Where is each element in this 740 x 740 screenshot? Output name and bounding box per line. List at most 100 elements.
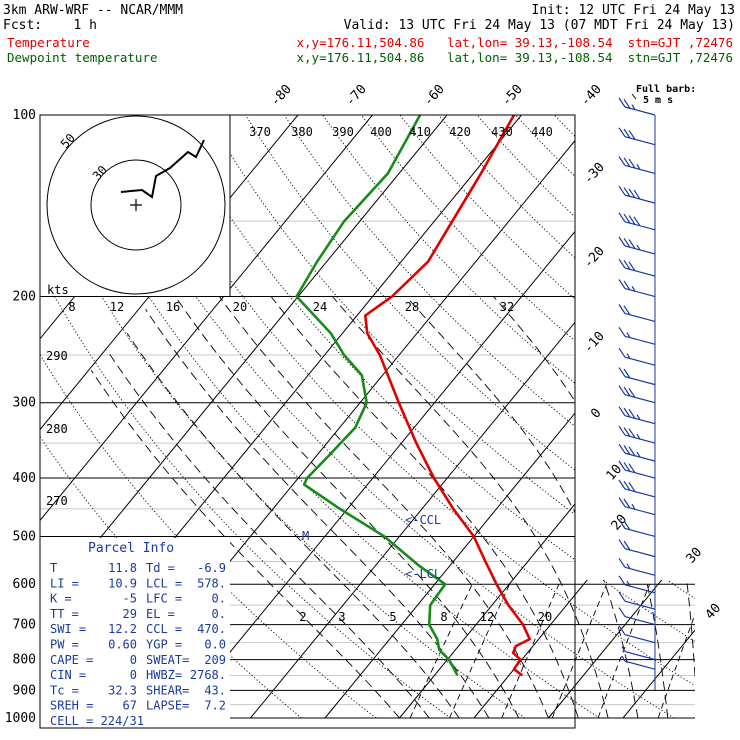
pressure-tick-label: 600 [13,577,36,592]
wind-barb [618,460,656,479]
wind-barb [618,575,656,594]
wind-barb [618,97,656,116]
parcel-row-label: SWI = [50,622,86,636]
mixing-ratio-label: 5 [389,610,396,624]
parcel-row-label: Tc = [50,683,79,697]
ccl-label: <-CCL [405,513,441,527]
parcel-row-value: 32.3 [108,683,137,697]
dry-adiabat [52,115,600,719]
hodograph-origin-icon [130,199,142,211]
mixing-ratio-line [597,584,651,719]
left-theta-label: 290 [46,349,68,363]
speed-tick-label: 16 [166,300,180,314]
mixing-ratio-line [449,584,511,719]
forecast-hour: Fcst: 1 h [3,18,97,33]
parcel-row-value: 29 [123,607,137,621]
wind-barb [618,127,656,146]
barb-legend-title: Full barb: [636,84,696,95]
wind-barb [618,385,656,404]
wind-barb [618,443,656,462]
parcel-row-label: HWBZ= [146,668,182,682]
hodograph-ring [46,115,226,295]
barb-legend-value: 5 m s [643,95,673,106]
parcel-row-label: CAPE = [50,653,93,667]
profiles [295,115,531,677]
parcel-row-label: LI = [50,576,79,590]
mixing-ratio-label: 8 [440,610,447,624]
wind-barb [618,539,656,558]
parcel-row-value: 11.8 [108,561,137,575]
isotherm [324,115,695,719]
wind-barbs [618,97,656,690]
parcel-row-label: YGP = [146,638,182,652]
hodograph-ring [90,159,182,251]
wind-barb [618,367,656,386]
mixing-ratio-label: 3 [338,610,345,624]
moist-adiabat [270,296,579,719]
pressure-tick-label: 500 [13,529,36,544]
theta-label: 430 [491,125,513,139]
wind-barb [618,185,656,204]
wind-barb [621,646,656,661]
parcel-row-value: 0. [212,607,226,621]
wind-barb [618,519,656,538]
wind-barb [618,304,656,323]
parcel-row-value: 209 [204,653,226,667]
moist-adiabat [218,296,549,719]
parcel-row-label: K = [50,592,72,606]
temp-legend-info: x,y=176.11,504.86 lat,lon= 39.13,-108.54… [297,35,734,50]
mixing-ratio-label: 12 [480,610,494,624]
isotherm [548,115,695,719]
speed-tick-label: 28 [405,300,419,314]
moist-adiabat [106,349,430,719]
theta-label: 420 [449,125,471,139]
parcel-row-value: 43. [204,683,226,697]
theta-label: 410 [409,125,431,139]
wind-barb [618,279,656,298]
moist-adiabat [90,369,400,719]
parcel-row-value: 0 [130,668,137,682]
parcel-row-value: 12.2 [108,622,137,636]
parcel-row-label: CIN = [50,668,86,682]
wind-barb [621,655,656,670]
moist-adiabat [174,296,520,719]
parcel-row-value: 2768. [190,668,226,682]
speed-tick-label: 24 [313,300,327,314]
dry-adiabat [167,115,695,719]
wind-barb [618,425,656,444]
init-time: Init: 12 UTC Fri 24 May 13 [532,3,736,18]
parcel-row-label: SHEAR= [146,683,189,697]
lcl-label: <-LCL [405,567,441,581]
theta-label: 390 [332,125,354,139]
mixing-ratio-line [551,584,608,719]
moist-adiabat [126,332,460,719]
mixing-ratio-line [657,584,695,719]
parcel-row-value: 67 [123,699,137,713]
parcel-row-label: LAPSE= [146,699,189,713]
speed-tick-label: 32 [500,300,514,314]
parcel-row-value: 0.0 [204,638,226,652]
wind-barb [618,212,656,231]
parcel-row-value: 10.9 [108,576,137,590]
parcel-row-value: 0 [130,653,137,667]
wind-barb [618,625,656,644]
parcel-row-value: 0. [212,592,226,606]
mixing-ratio-label: 20 [538,610,552,624]
pressure-tick-label: 400 [13,471,36,486]
speed-unit-label: kts [47,283,69,297]
wind-barb [618,156,656,175]
wind-barb [618,479,656,498]
speed-tick-label: 12 [110,300,124,314]
mixing-ratio-label: 2 [299,610,306,624]
wind-barb [618,326,656,345]
isotherm [40,115,373,719]
wind-barb [618,557,656,576]
level-marker: M [302,529,309,543]
wind-barb [618,347,656,366]
left-theta-label: 280 [46,422,68,436]
pressure-tick-label: 200 [13,290,36,305]
pressure-tick-label: 900 [13,683,36,698]
left-theta-label: 270 [46,494,68,508]
parcel-row-label: LFC = [146,592,182,606]
pressure-tick-label: 800 [13,653,36,668]
